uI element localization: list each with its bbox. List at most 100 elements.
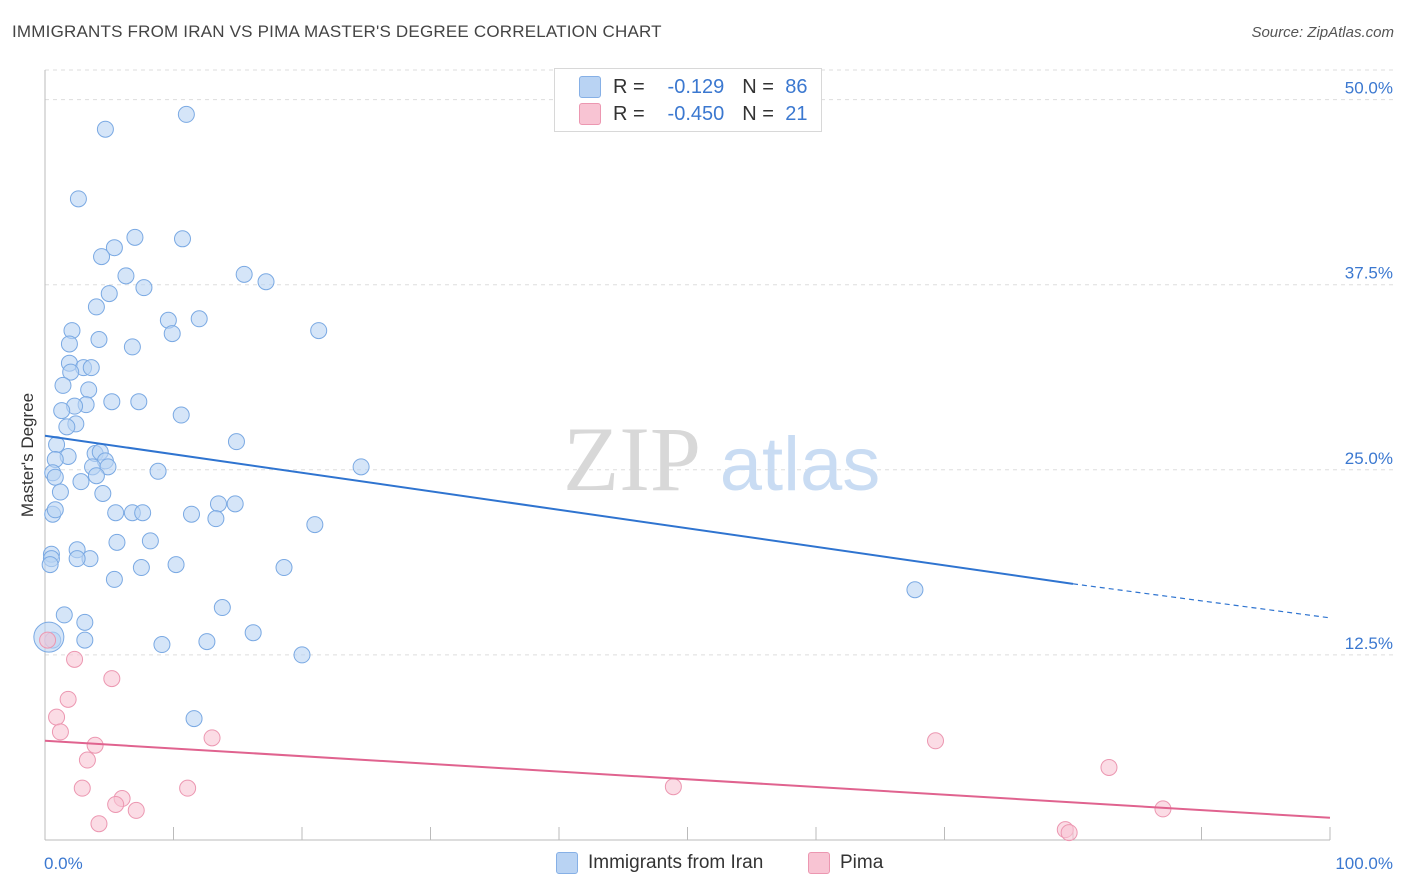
iran-point bbox=[93, 248, 111, 266]
pima-point bbox=[51, 723, 69, 741]
iran-point bbox=[108, 533, 126, 551]
pima-point bbox=[78, 751, 96, 769]
iran-point bbox=[105, 239, 123, 257]
iran-point bbox=[41, 556, 59, 574]
iran-point bbox=[235, 265, 253, 283]
tick-labels: 12.5% 25.0% 37.5% 50.0% 0.0% 100.0% bbox=[44, 79, 1393, 873]
iran-point bbox=[69, 190, 87, 208]
legend-swatch-pink bbox=[808, 852, 830, 874]
y-tick-label: 37.5% bbox=[1345, 264, 1393, 283]
watermark: ZIP atlas bbox=[563, 408, 880, 510]
legend-item-iran[interactable]: Immigrants from Iran bbox=[556, 852, 763, 874]
x-tick-label: 0.0% bbox=[44, 854, 83, 873]
iran-point bbox=[163, 325, 181, 343]
pima-point bbox=[664, 778, 682, 796]
pima-trend-line bbox=[44, 739, 1331, 819]
iran-point bbox=[134, 504, 152, 522]
y-tick-label: 50.0% bbox=[1345, 79, 1393, 98]
iran-point bbox=[72, 473, 90, 491]
grid-layer bbox=[45, 69, 1395, 656]
iran-point bbox=[257, 273, 275, 291]
r-value: -0.450 bbox=[667, 102, 725, 125]
iran-point bbox=[80, 381, 98, 399]
iran-point bbox=[123, 338, 141, 356]
iran-point bbox=[141, 532, 159, 550]
iran-point bbox=[185, 710, 203, 728]
y-axis-label: Master's Degree bbox=[18, 392, 37, 518]
pima-point bbox=[127, 801, 145, 819]
stats-row-iran: R = -0.129 N = 86 bbox=[579, 75, 808, 99]
n-value: 86 bbox=[785, 75, 808, 98]
iran-point bbox=[167, 556, 185, 574]
iran-point bbox=[198, 633, 216, 651]
iran-point bbox=[105, 570, 123, 588]
legend-swatch-pink bbox=[579, 103, 601, 125]
iran-point bbox=[82, 359, 100, 377]
iran-point bbox=[213, 599, 231, 617]
legend-item-pima[interactable]: Pima bbox=[808, 852, 883, 874]
r-label: R = bbox=[613, 75, 651, 98]
y-tick-label: 25.0% bbox=[1345, 449, 1393, 468]
iran-point bbox=[62, 363, 80, 381]
iran-point bbox=[46, 468, 64, 486]
pima-point bbox=[73, 779, 91, 797]
legend-label: Immigrants from Iran bbox=[588, 852, 764, 873]
iran-point bbox=[90, 331, 108, 348]
iran-point bbox=[172, 406, 190, 424]
pima-point bbox=[1060, 824, 1078, 842]
iran-point bbox=[352, 458, 370, 476]
iran-point bbox=[132, 559, 150, 577]
iran-point bbox=[135, 279, 153, 297]
iran-point bbox=[209, 495, 227, 513]
r-label: R = bbox=[613, 102, 651, 125]
pima-point bbox=[203, 729, 221, 747]
chart-title: IMMIGRANTS FROM IRAN VS PIMA MASTER'S DE… bbox=[12, 22, 662, 41]
iran-point bbox=[100, 285, 118, 303]
pima-point bbox=[103, 670, 121, 688]
iran-point bbox=[60, 335, 78, 353]
points-layer bbox=[33, 105, 1172, 842]
iran-trend-extension bbox=[1072, 583, 1331, 619]
iran-point bbox=[46, 501, 64, 519]
iran-point bbox=[76, 631, 94, 649]
iran-point bbox=[293, 646, 311, 664]
pima-point bbox=[48, 708, 66, 726]
iran-point bbox=[76, 613, 94, 631]
iran-point bbox=[99, 458, 117, 476]
pima-point bbox=[66, 650, 84, 668]
legend-swatch-blue bbox=[556, 852, 578, 874]
axis-layer bbox=[44, 70, 1331, 841]
pima-point bbox=[39, 631, 57, 649]
iran-point bbox=[149, 462, 167, 480]
iran-point bbox=[906, 581, 924, 599]
legend-swatch-blue bbox=[579, 76, 601, 98]
iran-point bbox=[54, 376, 72, 394]
iran-point bbox=[207, 510, 225, 528]
iran-point bbox=[87, 298, 105, 316]
pima-point bbox=[90, 815, 108, 833]
n-value: 21 bbox=[785, 102, 808, 125]
watermark-zip: ZIP bbox=[563, 408, 701, 510]
trend-layer bbox=[44, 434, 1331, 819]
iran-point bbox=[53, 402, 71, 420]
iran-point bbox=[244, 624, 262, 642]
iran-trend-line bbox=[44, 434, 1074, 585]
n-label: N = bbox=[742, 75, 780, 98]
watermark-atlas: atlas bbox=[720, 422, 881, 507]
iran-point bbox=[310, 322, 328, 340]
x-tick-label: 100.0% bbox=[1335, 854, 1393, 873]
pima-point bbox=[927, 732, 945, 750]
iran-point bbox=[227, 433, 245, 451]
iran-point bbox=[51, 483, 69, 501]
iran-point bbox=[190, 310, 208, 328]
iran-point bbox=[130, 393, 148, 411]
iran-point bbox=[226, 495, 244, 513]
iran-point bbox=[55, 606, 73, 624]
iran-point bbox=[275, 559, 293, 577]
stats-row-pima: R = -0.450 N = 21 bbox=[579, 102, 808, 126]
iran-point bbox=[153, 636, 171, 654]
iran-point bbox=[96, 120, 114, 138]
pima-point bbox=[59, 690, 77, 708]
iran-point bbox=[68, 550, 86, 568]
